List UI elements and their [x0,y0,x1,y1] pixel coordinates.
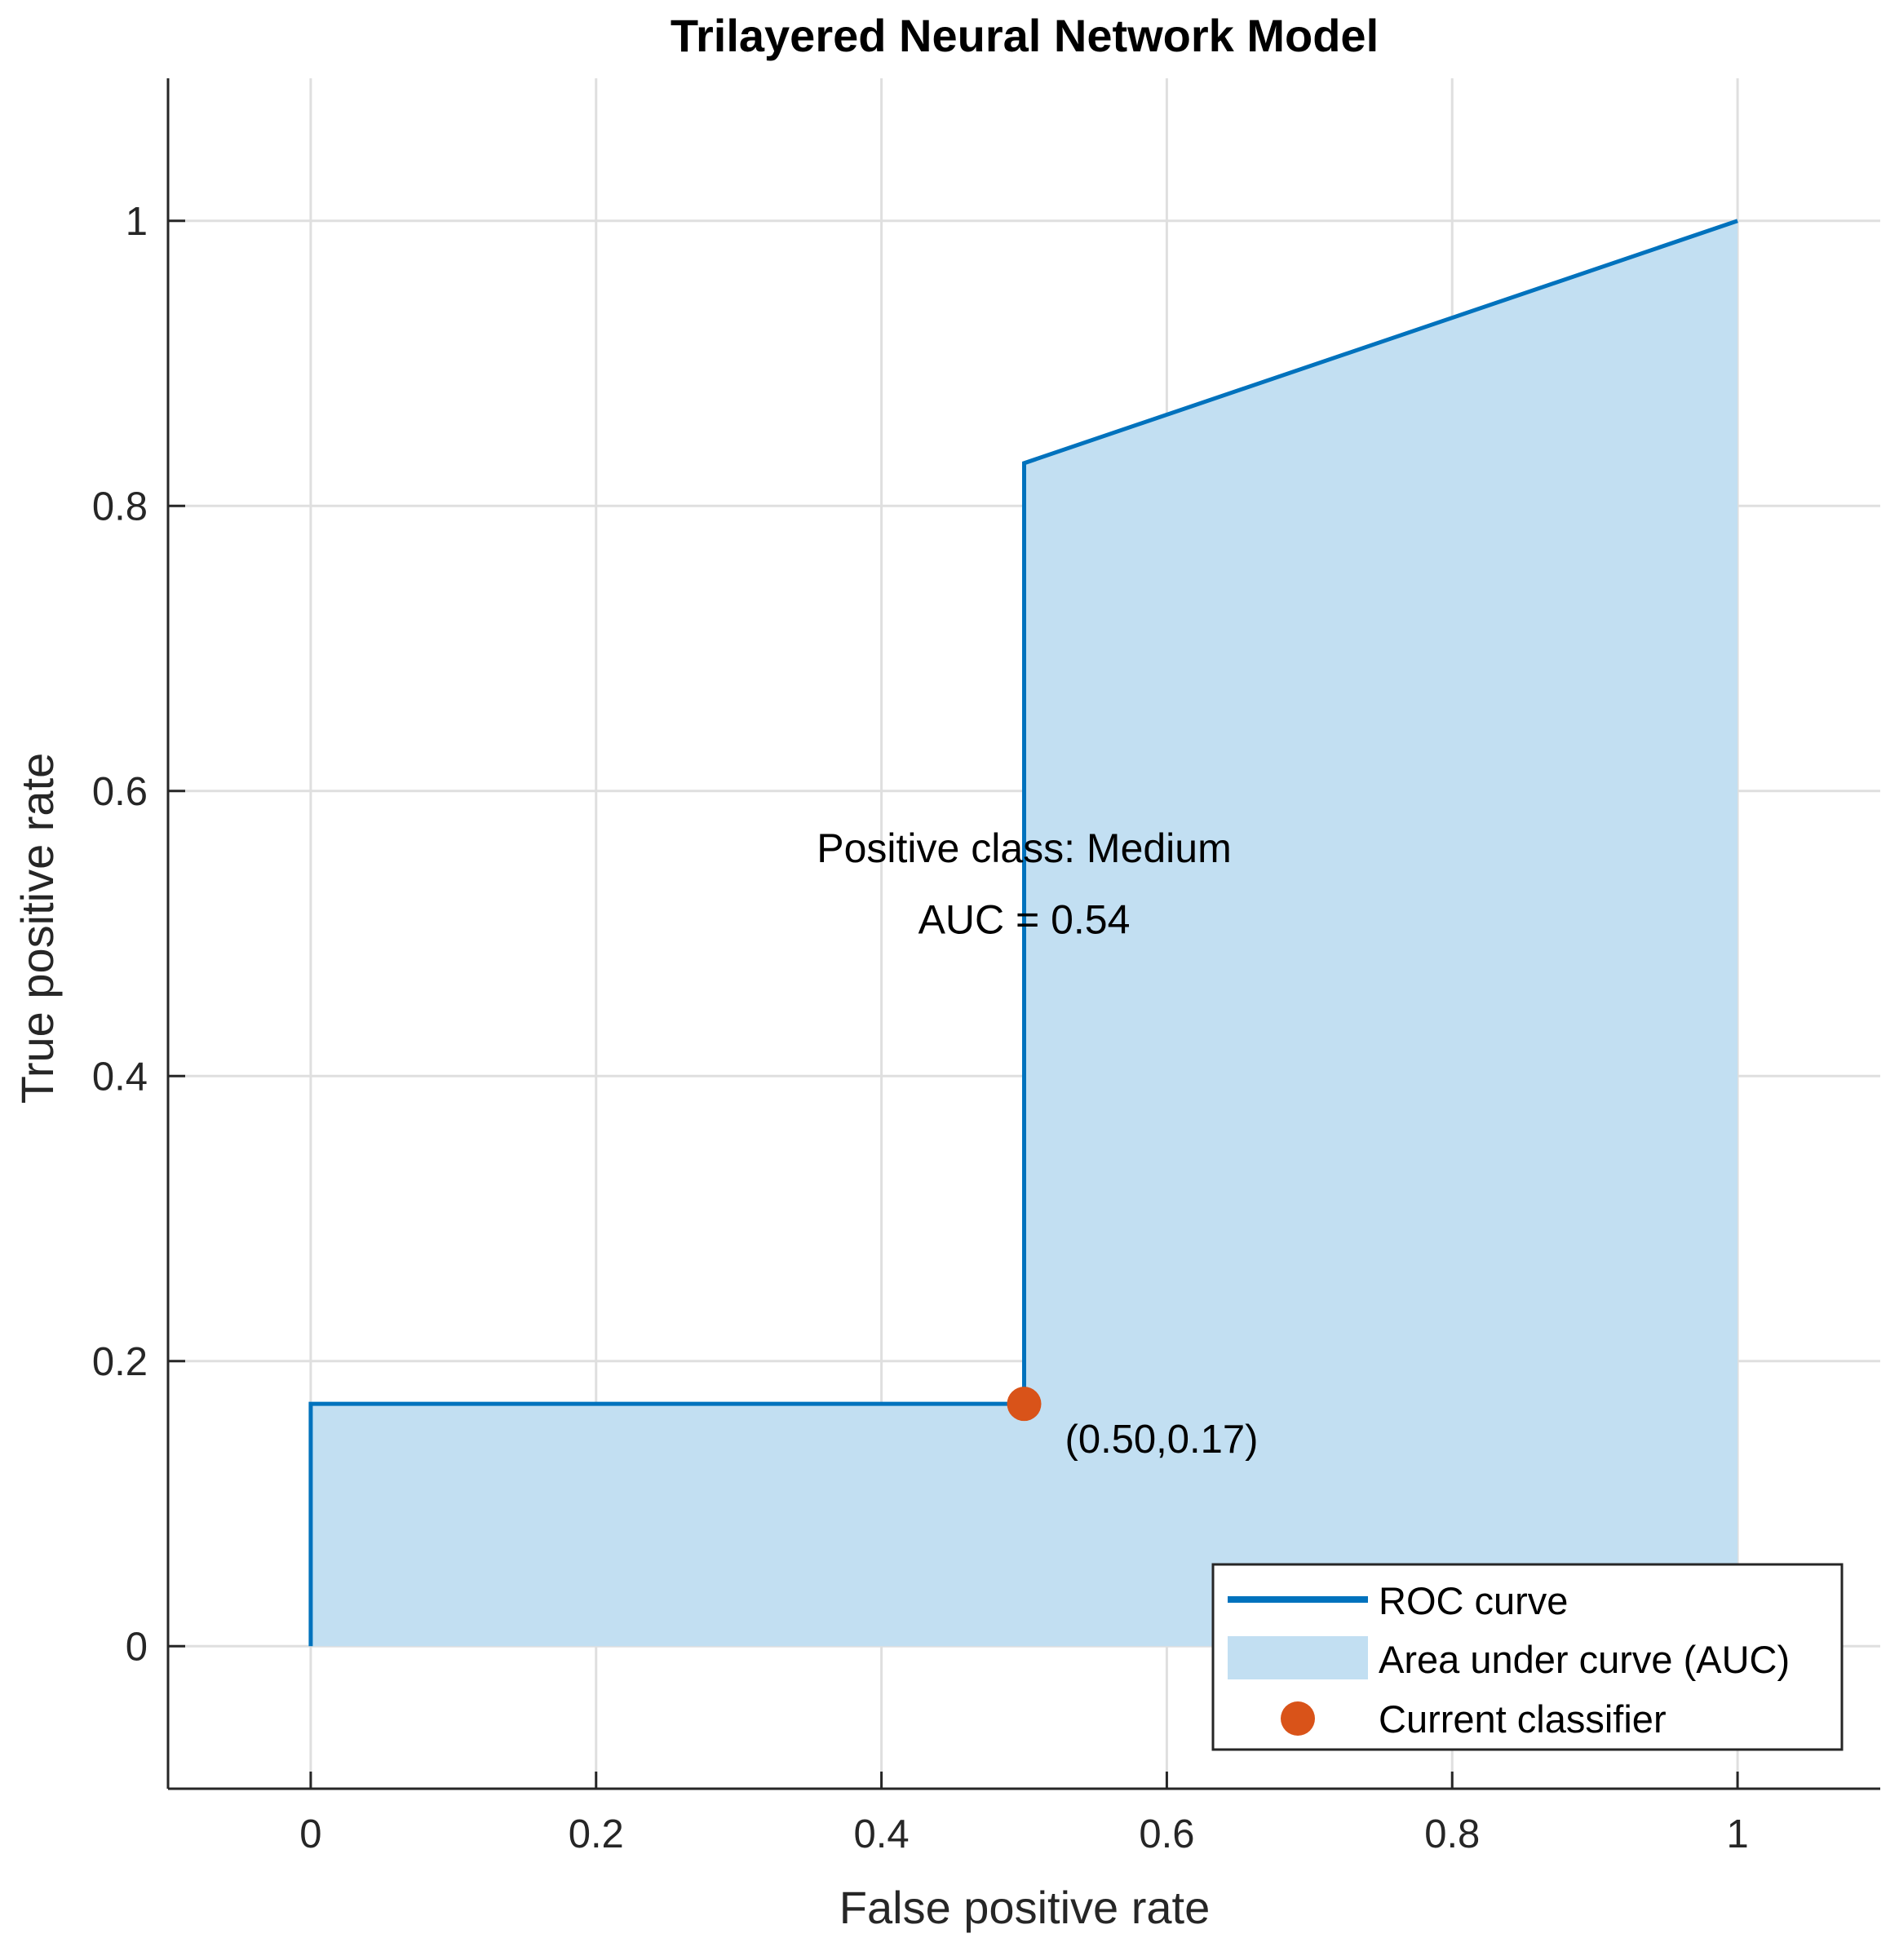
y-tick-labels: 0 0.2 0.4 0.6 0.8 1 [92,200,148,1670]
x-tick-label-2: 0.4 [854,1812,910,1856]
y-axis-label: True positive rate [11,753,63,1104]
axes [166,78,1880,1790]
legend-classifier-marker [1281,1701,1315,1736]
x-tick-label-3: 0.6 [1139,1812,1194,1856]
x-tick-label-5: 1 [1726,1812,1748,1856]
legend-box [1211,1563,1844,1751]
chart-title: Trilayered Neural Network Model [671,10,1379,61]
x-tick-label-4: 0.8 [1424,1812,1480,1856]
annotation-positive-class: Positive class: Medium [817,825,1232,871]
legend-auc-swatch [1228,1636,1368,1679]
x-axis-label: False positive rate [839,1882,1210,1933]
y-tick-label-5: 1 [126,200,148,244]
y-tick-label-2: 0.4 [92,1055,148,1099]
legend-entry-classifier: Current classifier [1379,1697,1667,1741]
y-tick-label-1: 0.2 [92,1340,148,1384]
legend-entry-roc: ROC curve [1379,1579,1568,1622]
current-classifier-label: (0.50,0.17) [1065,1418,1259,1462]
x-tick-labels: 0 0.2 0.4 0.6 0.8 1 [299,1812,1748,1856]
x-tick-label-1: 0.2 [569,1812,624,1856]
y-tick-label-0: 0 [126,1625,148,1669]
y-tick-label-3: 0.6 [92,770,148,814]
legend: ROC curve Area under curve (AUC) Current… [1211,1563,1844,1751]
y-tick-label-4: 0.8 [92,484,148,529]
annotation-auc: AUC = 0.54 [919,897,1131,943]
current-classifier-marker [1007,1387,1042,1422]
legend-entry-auc: Area under curve (AUC) [1379,1638,1790,1681]
x-tick-label-0: 0 [299,1812,321,1856]
